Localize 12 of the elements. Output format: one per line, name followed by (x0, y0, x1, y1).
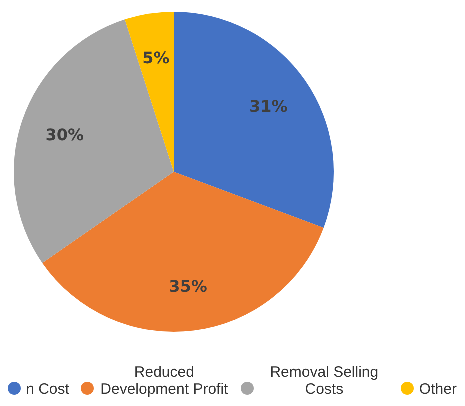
pie-slice (14, 20, 174, 264)
data-label: 35% (169, 276, 208, 296)
slice-label: Reduced Development Profit (100, 364, 230, 398)
data-label: 30% (46, 126, 84, 145)
pie-slice (174, 12, 334, 228)
legend-label: n Cost (26, 381, 70, 398)
legend-label: Removal Selling Costs (269, 364, 380, 398)
data-label: 5% (142, 48, 170, 68)
pie-slice (42, 172, 324, 332)
data-label: 31% (250, 96, 288, 116)
legend-label: Other (419, 381, 457, 398)
pie-slice (125, 12, 174, 172)
